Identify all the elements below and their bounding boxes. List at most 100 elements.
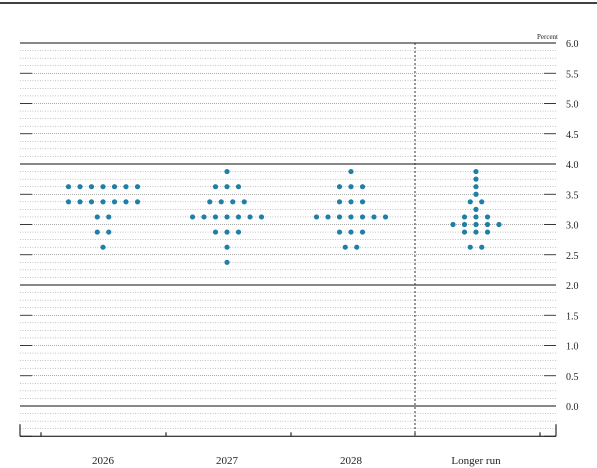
y-tick-label: 6.0: [566, 39, 579, 50]
dot-point: [354, 244, 360, 250]
x-tick-label: Longer run: [451, 455, 501, 467]
dot-point: [224, 184, 230, 190]
dot-point: [473, 206, 479, 212]
dot-point: [258, 214, 265, 220]
dot-point: [100, 184, 106, 190]
dot-point: [111, 184, 118, 190]
dot-point: [325, 214, 331, 220]
y-tick-label: 1.5: [566, 311, 579, 322]
dot-point: [235, 184, 242, 190]
y-tick-label: 3.5: [566, 190, 579, 201]
dot-point: [235, 214, 242, 220]
dot-point: [336, 199, 343, 205]
dot-point: [473, 168, 479, 175]
dot-point: [212, 214, 219, 220]
dot-point: [123, 184, 129, 190]
dot-point: [359, 199, 366, 205]
dot-point: [450, 221, 456, 228]
y-tick-label: 0.0: [566, 402, 579, 413]
dot-point: [479, 199, 485, 205]
y-tick-label: 4.5: [566, 130, 579, 141]
dot-point: [123, 199, 129, 205]
dot-point: [224, 244, 230, 250]
dot-point: [212, 184, 219, 190]
dot-point: [100, 199, 106, 205]
dot-point: [348, 184, 354, 190]
dot-point: [134, 199, 141, 205]
dot-point: [461, 214, 468, 220]
dots: [65, 168, 502, 265]
dot-point: [111, 199, 118, 205]
dot-point: [467, 244, 473, 250]
dot-point: [241, 199, 247, 205]
dot-point: [313, 214, 320, 220]
dot-point: [348, 168, 354, 175]
dot-point: [207, 199, 213, 205]
dot-point: [201, 214, 207, 220]
dot-point: [484, 221, 491, 228]
dot-point: [230, 199, 236, 205]
y-tick-label: 1.0: [566, 342, 579, 353]
y-tick-label: 2.5: [566, 251, 579, 262]
x-tick-label: 2027: [216, 455, 239, 467]
dot-point: [189, 214, 196, 220]
dot-point: [473, 214, 479, 220]
dot-point: [88, 199, 95, 205]
dot-point: [218, 199, 224, 205]
y-tick-label: 5.5: [566, 69, 579, 80]
dot-point: [336, 184, 343, 190]
dot-point: [77, 184, 83, 190]
dot-point: [461, 229, 468, 235]
dot-point: [467, 199, 473, 205]
dot-point: [134, 184, 141, 190]
y-tick-labels: 6.0 5.5 5.0 4.5 4.0 3.5 3.0 2.5 2.0 1.5 1.0 0.5 0.0: [566, 39, 579, 413]
unit-label: Percent: [537, 33, 558, 41]
dot-point: [496, 221, 502, 228]
dot-point: [336, 229, 343, 235]
dot-point: [479, 244, 485, 250]
dot-point: [65, 184, 72, 190]
dot-point: [224, 214, 230, 220]
dot-point: [224, 168, 230, 175]
dot-point: [473, 191, 479, 197]
x-tick-label: 2026: [92, 455, 115, 467]
dot-point: [473, 184, 479, 190]
dot-point: [473, 221, 479, 228]
dot-point: [88, 184, 95, 190]
dot-point: [94, 229, 100, 235]
y-tick-label: 4.0: [566, 160, 579, 171]
dot-point: [359, 184, 366, 190]
dot-point: [65, 199, 72, 205]
dot-point: [382, 214, 389, 220]
x-tick-labels: 2026 2027 2028 Longer run: [92, 455, 501, 467]
dot-point: [224, 259, 230, 265]
dot-point: [484, 229, 491, 235]
dot-point: [106, 214, 112, 220]
dot-point: [461, 221, 468, 228]
y-tick-label: 5.0: [566, 100, 579, 111]
dot-point: [77, 199, 83, 205]
dot-point: [224, 229, 230, 235]
dot-point: [359, 229, 366, 235]
x-tick-label: 2028: [340, 455, 363, 467]
dot-point: [348, 229, 354, 235]
dot-point: [371, 214, 377, 220]
dot-point: [106, 229, 112, 235]
dot-point: [212, 229, 219, 235]
dot-point: [100, 244, 106, 250]
y-tick-label: 2.0: [566, 281, 579, 292]
grid-lines: [20, 42, 556, 437]
dot-point: [473, 229, 479, 235]
dot-point: [247, 214, 253, 220]
dot-point: [484, 214, 491, 220]
dot-point: [348, 214, 354, 220]
chart-frame: [0, 2, 597, 437]
dot-point: [473, 176, 479, 182]
dot-point: [336, 214, 343, 220]
dot-point: [359, 214, 366, 220]
y-tick-label: 3.0: [566, 221, 579, 232]
dot-point: [94, 214, 100, 220]
dot-point: [235, 229, 242, 235]
y-tick-label: 0.5: [566, 372, 579, 383]
